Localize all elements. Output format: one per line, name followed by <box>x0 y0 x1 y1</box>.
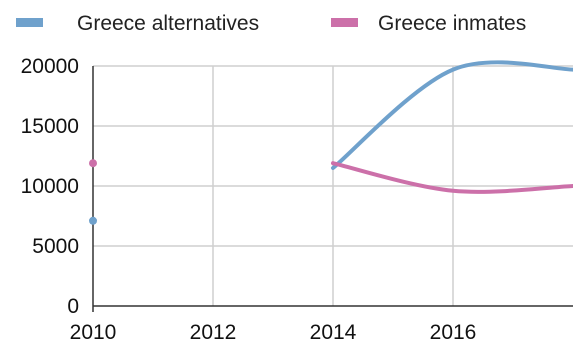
x-tick-label: 2010 <box>70 321 117 344</box>
legend-swatch <box>331 18 358 27</box>
y-tick-label: 0 <box>67 295 79 318</box>
x-tick-label: 2016 <box>430 321 477 344</box>
data-point <box>89 159 97 168</box>
y-tick-label: 10000 <box>21 175 79 198</box>
gridlines <box>93 65 573 306</box>
y-tick-label: 15000 <box>21 115 79 138</box>
series-greece-inmates <box>89 159 573 194</box>
x-tick-label: 2012 <box>190 321 237 344</box>
axes <box>92 66 573 312</box>
legend-label: Greece alternatives <box>77 12 259 35</box>
tick-labels: 0 5000 10000 15000 20000 2010 2012 2014 2016 <box>21 55 477 344</box>
legend: Greece alternatives Greece inmates <box>16 12 526 35</box>
legend-label: Greece inmates <box>378 12 526 35</box>
x-tick-label: 2014 <box>310 321 357 344</box>
series-line <box>331 60 573 170</box>
legend-swatch <box>16 18 43 27</box>
series-greece-alternatives <box>89 60 573 225</box>
y-tick-label: 20000 <box>21 55 79 78</box>
series-line <box>331 161 573 194</box>
series <box>89 60 573 225</box>
data-point <box>89 216 97 225</box>
y-tick-label: 5000 <box>32 235 79 258</box>
